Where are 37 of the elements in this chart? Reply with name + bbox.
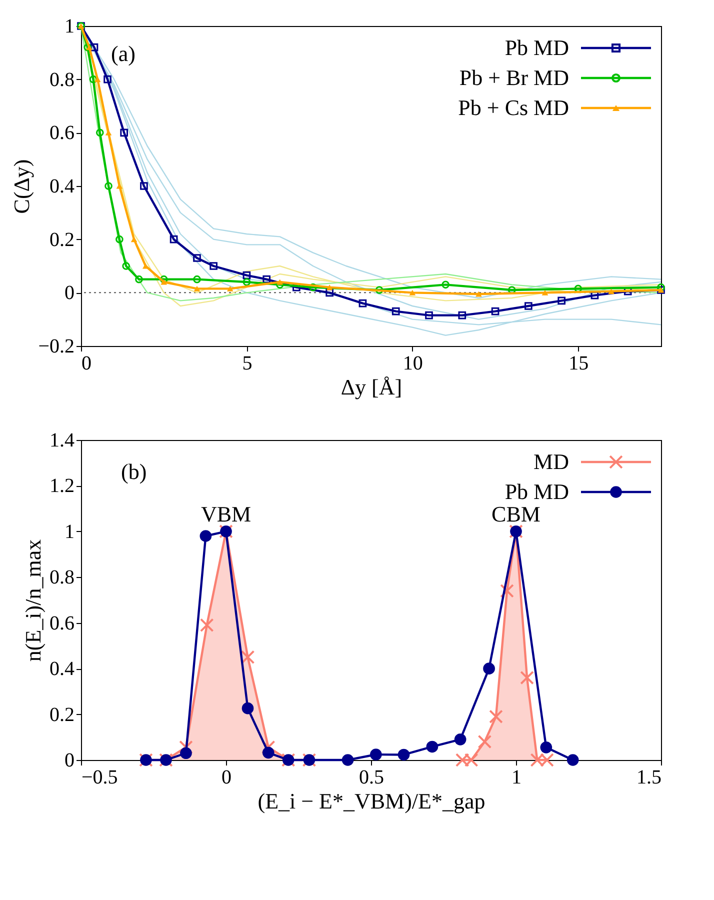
y-axis-title: n(E_i)/n_max [20, 539, 46, 662]
y-tick-label: 0.6 [50, 612, 74, 634]
y-tick-label: 0.6 [50, 122, 74, 144]
legend-label: Pb + Cs MD [458, 95, 569, 120]
x-tick-label: 5 [242, 352, 252, 374]
y-tick-label: 1.4 [50, 430, 74, 452]
legend-label: Pb MD [504, 35, 569, 60]
legend-label: MD [534, 449, 569, 474]
y-tick-label: 0.4 [50, 176, 74, 198]
x-tick-label: 0 [222, 766, 232, 788]
annotation: VBM [200, 502, 252, 527]
x-tick-label: 15 [568, 352, 589, 374]
legend-label: Pb MD [504, 479, 569, 504]
legend-label: Pb + Br MD [459, 65, 569, 90]
annotation: (b) [121, 459, 147, 484]
x-tick-label: −0.5 [82, 766, 118, 788]
y-axis-title: C(Δy) [9, 159, 34, 214]
y-tick-label: 1.2 [50, 475, 74, 498]
y-tick-label: 0.4 [50, 658, 74, 680]
y-tick-label: 0.8 [50, 68, 74, 91]
annotation: CBM [492, 502, 540, 527]
x-axis-title: (E_i − E*_VBM)/E*_gap [258, 788, 486, 814]
y-tick-label: 1 [64, 16, 74, 38]
x-axis-title: Δy [Å] [340, 374, 402, 400]
x-tick-label: 10 [402, 352, 423, 374]
y-tick-label: 0 [64, 282, 74, 304]
y-tick-label: 0.2 [50, 704, 74, 726]
y-tick-label: −0.2 [38, 336, 74, 358]
annotation: (a) [111, 41, 136, 66]
y-tick-label: 0.8 [50, 566, 74, 589]
x-tick-label: 1 [512, 766, 522, 788]
y-tick-label: 0.2 [50, 228, 74, 251]
x-tick-label: 0 [82, 352, 92, 374]
x-tick-label: 0.5 [359, 766, 384, 788]
y-tick-label: 0 [64, 750, 74, 772]
x-tick-label: 1.5 [636, 766, 662, 788]
y-tick-label: 1 [64, 520, 74, 543]
